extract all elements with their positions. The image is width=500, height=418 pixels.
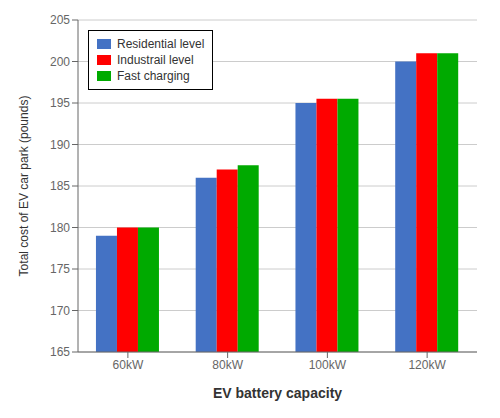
svg-text:80kW: 80kW	[212, 358, 243, 372]
svg-text:180: 180	[50, 221, 70, 235]
svg-text:195: 195	[50, 96, 70, 110]
svg-text:175: 175	[50, 262, 70, 276]
html-text:Residential level: Residential level	[117, 37, 205, 51]
svg-text:100kW: 100kW	[309, 358, 347, 372]
html-text:Fast charging: Fast charging	[117, 69, 190, 83]
svg-text:200: 200	[50, 55, 70, 69]
svg-text:205: 205	[50, 13, 70, 27]
svg-text:60kW: 60kW	[113, 358, 144, 372]
svg-text:170: 170	[50, 304, 70, 318]
svg-text:Total cost of EV car park (pou: Total cost of EV car park (pounds)	[17, 96, 31, 277]
svg-text:185: 185	[50, 179, 70, 193]
html-text:Industrail level: Industrail level	[117, 53, 194, 67]
svg-text:EV battery capacity: EV battery capacity	[213, 385, 342, 401]
svg-text:165: 165	[50, 345, 70, 359]
svg-text:190: 190	[50, 138, 70, 152]
svg-text:120kW: 120kW	[408, 358, 446, 372]
